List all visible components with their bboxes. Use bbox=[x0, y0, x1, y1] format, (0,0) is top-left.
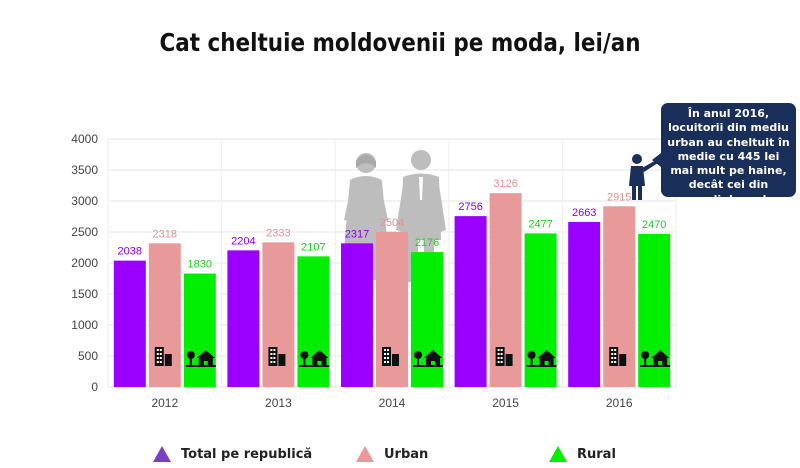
x-tick-labels: 2012 2013 2014 2015 2016 bbox=[151, 396, 632, 410]
value-label-urban: 2333 bbox=[266, 227, 290, 239]
bar-total bbox=[113, 260, 146, 387]
house-tree-icon bbox=[526, 350, 557, 367]
building-icon bbox=[495, 347, 513, 366]
building-icon bbox=[154, 347, 172, 366]
chart-title: Cat cheltuie moldovenii pe moda, lei/an bbox=[159, 28, 641, 57]
value-label-total: 2756 bbox=[458, 201, 482, 213]
bar-rural bbox=[183, 273, 216, 387]
category-icons bbox=[154, 347, 671, 367]
value-label-urban: 2318 bbox=[153, 228, 177, 240]
y-tick-label: 2500 bbox=[71, 225, 98, 239]
building-icon bbox=[382, 347, 399, 366]
value-label-urban: 2504 bbox=[380, 217, 404, 229]
value-label-total: 2317 bbox=[345, 228, 369, 240]
x-tick-label: 2012 bbox=[151, 396, 178, 410]
y-tick-label: 4000 bbox=[71, 132, 98, 146]
house-tree-icon bbox=[185, 350, 216, 367]
x-tick-label: 2014 bbox=[379, 396, 406, 410]
x-tick-label: 2015 bbox=[492, 396, 519, 410]
value-label-rural: 2107 bbox=[301, 241, 325, 253]
y-tick-label: 3000 bbox=[71, 194, 98, 208]
y-tick-label: 0 bbox=[91, 380, 98, 394]
bar-total bbox=[341, 243, 373, 387]
annotation-callout: În anul 2016, locuitorii din mediu urban… bbox=[652, 103, 796, 206]
y-tick-label: 1500 bbox=[71, 287, 98, 301]
y-tick-label: 1000 bbox=[71, 318, 98, 332]
legend-item-urban: Urban bbox=[355, 443, 428, 465]
value-labels: 2038 2318 1830 2204 2333 2107 2317 2504 2176 2756… bbox=[118, 178, 667, 270]
bar-chart: 2038 2318 1830 2204 2333 2107 2317 2504 2176 2756… bbox=[71, 132, 677, 410]
y-tick-label: 2000 bbox=[71, 256, 98, 270]
value-label-rural: 2477 bbox=[528, 218, 552, 230]
value-label-total: 2038 bbox=[118, 246, 142, 258]
value-label-total: 2663 bbox=[572, 207, 596, 219]
legend-item-rural: Rural bbox=[548, 443, 616, 465]
x-tick-label: 2013 bbox=[265, 396, 292, 410]
house-tree-icon bbox=[299, 350, 330, 367]
value-label-urban: 2915 bbox=[607, 191, 631, 203]
legend-label-total: Total pe republică bbox=[181, 446, 313, 462]
y-tick-label: 500 bbox=[78, 349, 98, 363]
value-label-rural: 2470 bbox=[642, 219, 666, 231]
legend-marker-total bbox=[153, 446, 171, 462]
building-icon bbox=[268, 347, 286, 366]
bar-total bbox=[227, 250, 260, 387]
bar-urban bbox=[489, 193, 522, 387]
value-label-rural: 1830 bbox=[188, 259, 212, 271]
legend-label-urban: Urban bbox=[384, 446, 429, 462]
legend-marker-urban bbox=[356, 446, 374, 462]
y-tick-label: 3500 bbox=[71, 163, 98, 177]
bar-total bbox=[568, 221, 601, 387]
legend-label-rural: Rural bbox=[577, 446, 616, 462]
y-tick-labels: 0 500 1000 1500 2000 2500 3000 3500 4000 bbox=[71, 132, 98, 394]
bar-total bbox=[454, 216, 487, 387]
value-label-total: 2204 bbox=[231, 235, 255, 247]
x-tick-label: 2016 bbox=[606, 396, 633, 410]
building-icon bbox=[609, 347, 627, 366]
house-tree-icon bbox=[413, 350, 443, 367]
legend-item-total: Total pe republică bbox=[152, 443, 312, 465]
house-tree-icon bbox=[640, 350, 671, 367]
legend-marker-rural bbox=[549, 446, 567, 462]
value-label-urban: 3126 bbox=[493, 178, 517, 190]
value-label-rural: 2176 bbox=[415, 237, 439, 249]
bar-rural bbox=[297, 256, 330, 387]
